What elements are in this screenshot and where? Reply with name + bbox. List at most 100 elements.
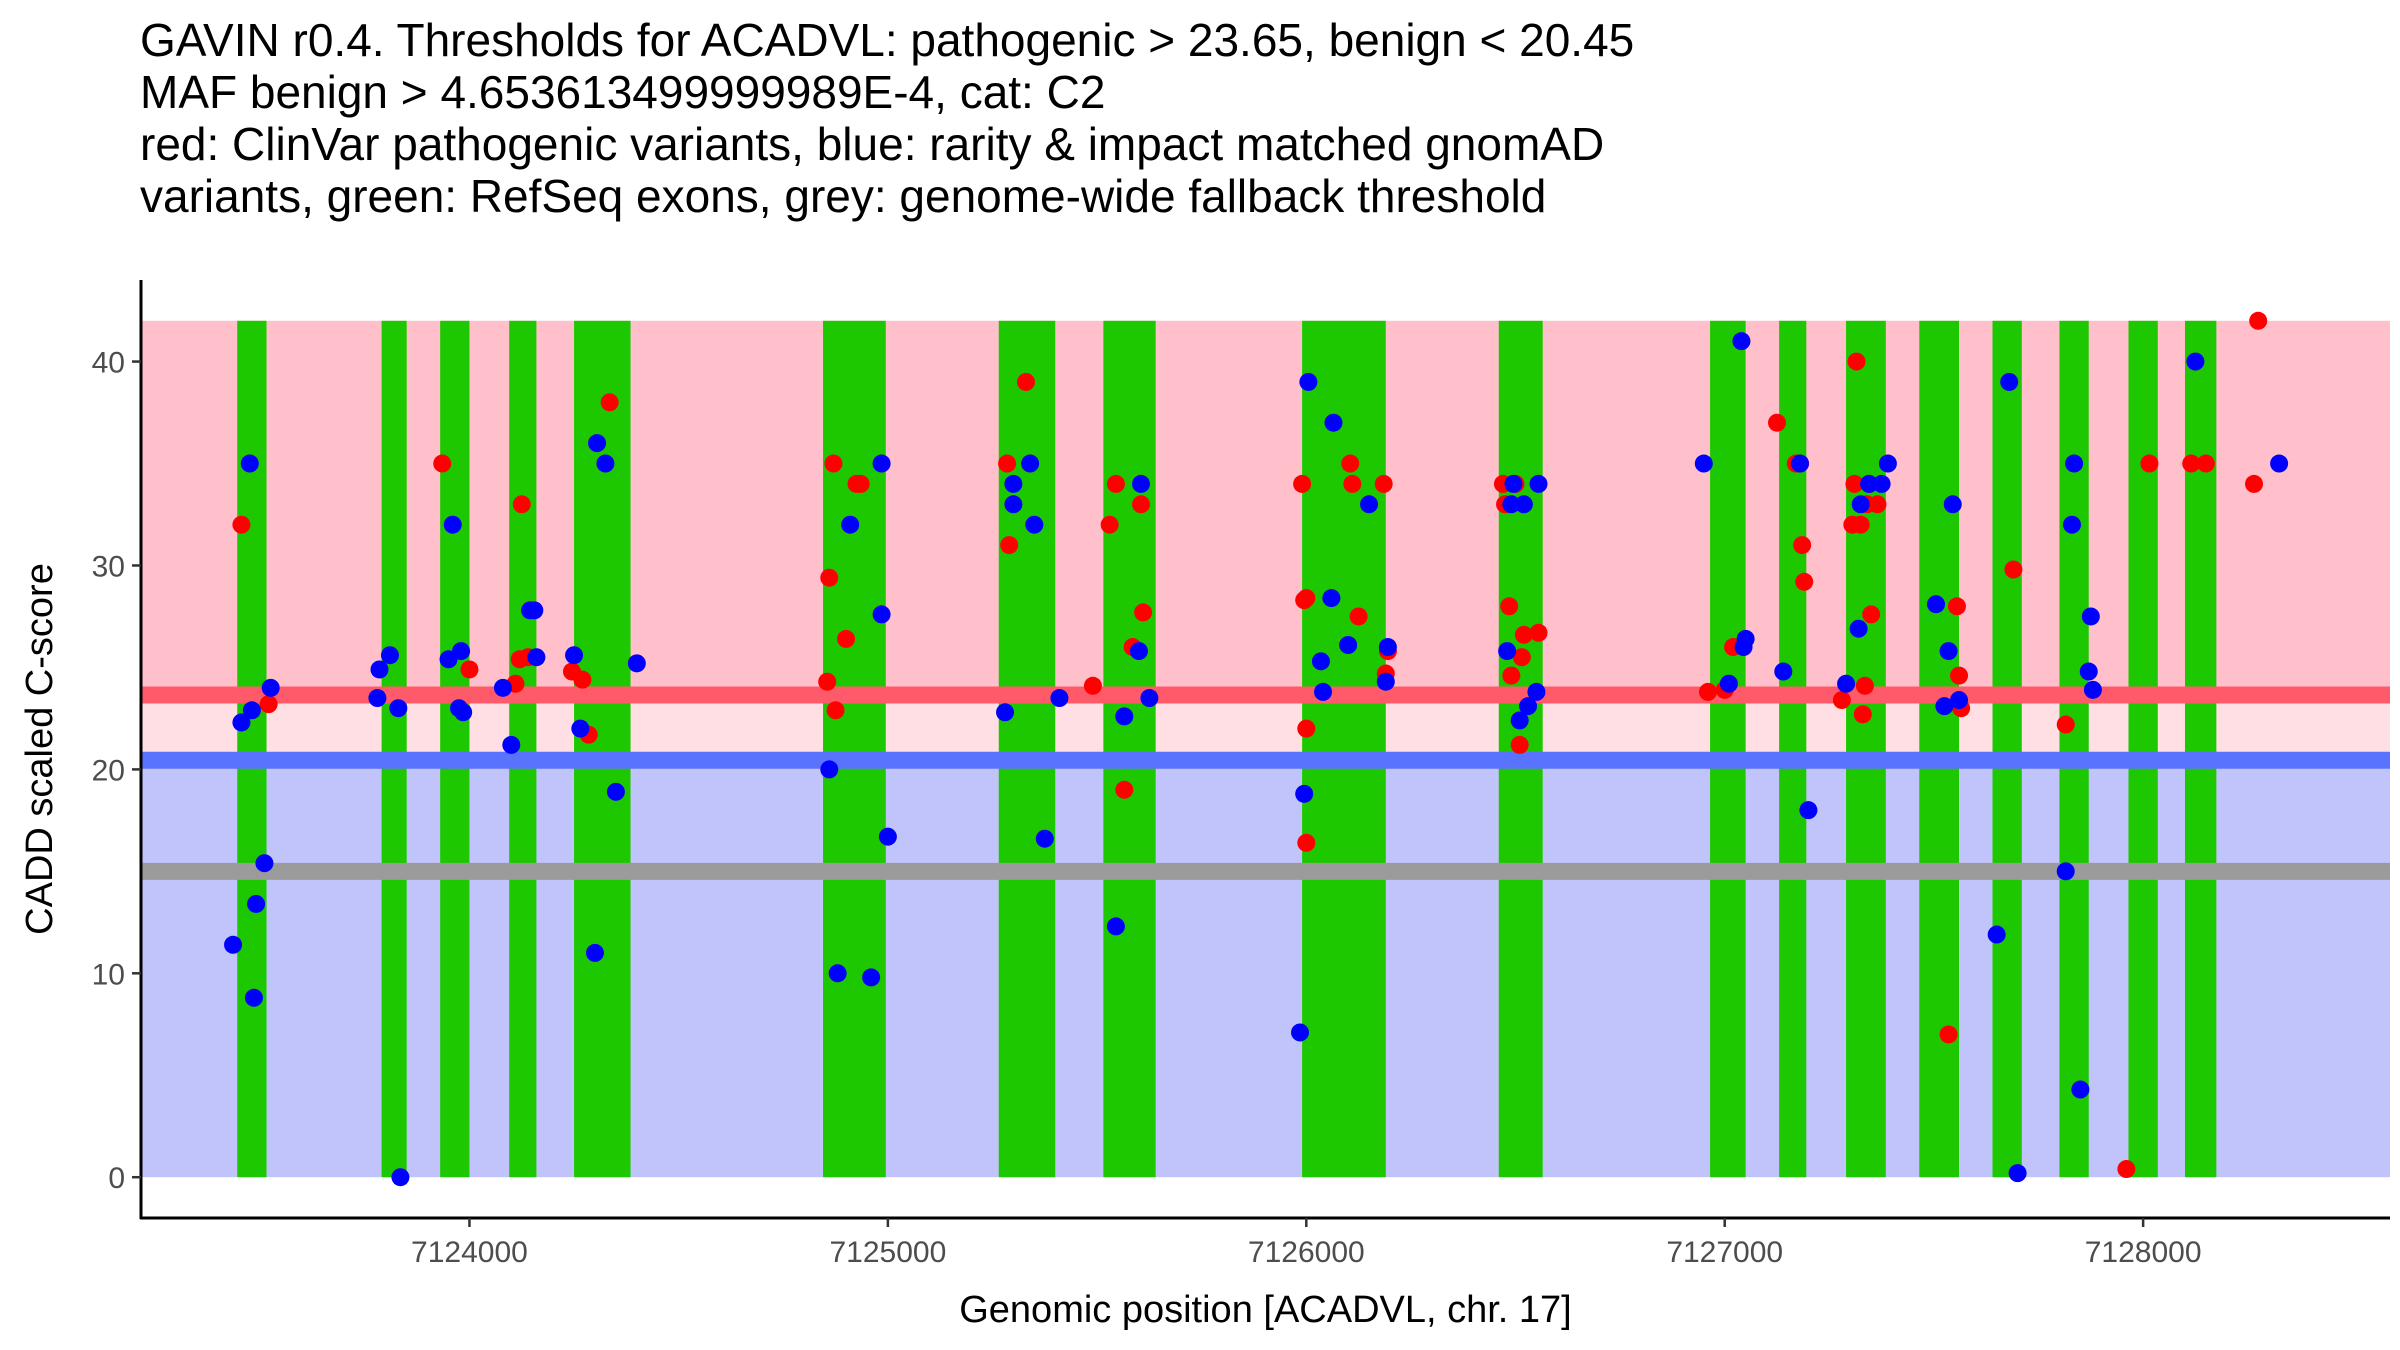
clinvar-point (1950, 666, 1969, 685)
gnomad-point (588, 434, 607, 453)
clinvar-point (1698, 682, 1717, 701)
exon-bar (1302, 320, 1386, 1178)
clinvar-point (1297, 719, 1316, 738)
clinvar-point (2249, 311, 2268, 330)
clinvar-point (1510, 735, 1529, 754)
gnomad-point (820, 760, 839, 779)
clinvar-point (998, 454, 1017, 473)
gnomad-point (1115, 707, 1134, 726)
clinvar-point (460, 660, 479, 679)
clinvar-point (259, 695, 278, 714)
clinvar-point (2117, 1160, 2136, 1179)
gnomad-point (2079, 662, 2098, 681)
clinvar-point (1297, 833, 1316, 852)
gnomad-point (1529, 474, 1548, 493)
variant-points (224, 311, 2289, 1187)
gnomad-point (1872, 474, 1891, 493)
clinvar-point (1862, 605, 1881, 624)
clinvar-point (2140, 454, 2159, 473)
gnomad-point (1849, 619, 1868, 638)
clinvar-point (1106, 474, 1125, 493)
clinvar-point (1500, 597, 1519, 616)
title-line-3: red: ClinVar pathogenic variants, blue: … (140, 118, 1605, 170)
title-line-4: variants, green: RefSeq exons, grey: gen… (140, 170, 1547, 222)
gnomad-point (2056, 862, 2075, 881)
clinvar-point (851, 474, 870, 493)
gnomad-point (1129, 642, 1148, 661)
clinvar-point (1016, 372, 1035, 391)
gnomad-point (1799, 801, 1818, 820)
x-tick-label: 7124000 (411, 1236, 528, 1269)
clinvar-point (1529, 623, 1548, 642)
gnomad-point (1878, 454, 1897, 473)
exon-bar (1992, 320, 2022, 1178)
x-tick-label: 7126000 (1248, 1236, 1365, 1269)
gnomad-point (244, 988, 263, 1007)
gnomad-point (1694, 454, 1713, 473)
clinvar-point (1512, 648, 1531, 667)
gnomad-point (1519, 697, 1538, 716)
clinvar-point (1297, 589, 1316, 608)
exon-bar (823, 320, 886, 1178)
gnomad-point (1004, 495, 1023, 514)
clinvar-point (1514, 625, 1533, 644)
gnomad-point (571, 719, 590, 738)
gnomad-point (585, 943, 604, 962)
gnomad-point (443, 515, 462, 534)
gnomad-point (527, 648, 546, 667)
clinvar-point (1853, 705, 1872, 724)
gnomad-point (454, 703, 473, 722)
gnomad-point (1299, 372, 1318, 391)
clinvar-point (2196, 454, 2215, 473)
exon-bar (1919, 320, 1960, 1178)
exon-bar (381, 320, 407, 1178)
gnomad-point (1132, 474, 1151, 493)
gnomad-point (1021, 454, 1040, 473)
gnomad-point (1050, 689, 1069, 708)
gnomad-point (2000, 372, 2019, 391)
gnomad-point (2083, 680, 2102, 699)
gnomad-point (261, 678, 280, 697)
gnomad-point (368, 689, 387, 708)
gnomad-point (1943, 495, 1962, 514)
threshold-lines (141, 686, 2390, 880)
y-tick-label: 20 (92, 754, 125, 787)
clinvar-point (1000, 536, 1019, 555)
gnomad-point (1376, 672, 1395, 691)
clinvar-point (1341, 454, 1360, 473)
clinvar-point (1847, 352, 1866, 371)
gnomad-point (872, 454, 891, 473)
exon-bar (1710, 320, 1746, 1178)
gnomad-point (1498, 642, 1517, 661)
gnomad-point (2081, 607, 2100, 626)
clinvar-point (818, 672, 837, 691)
clinvar-point (2245, 474, 2264, 493)
gnomad-point (1860, 474, 1879, 493)
gnomad-point (1035, 829, 1054, 848)
gnomad-point (862, 968, 881, 987)
axes: 0 10 20 30 40 7124000 7125000 7126000 7127000 712… (92, 280, 2390, 1269)
gnomad-point (1295, 784, 1314, 803)
gnomad-point (2186, 352, 2205, 371)
gnomad-point (502, 735, 521, 754)
clinvar-point (1868, 495, 1887, 514)
clinvar-point (824, 454, 843, 473)
gnomad-point (2270, 454, 2289, 473)
exon-bar (237, 320, 267, 1178)
gnomad-point (1025, 515, 1044, 534)
gnomad-point (1774, 662, 1793, 681)
gnomad-point (1510, 711, 1529, 730)
gnomad-point (1851, 495, 1870, 514)
exon-bar (440, 320, 470, 1178)
gnomad-point (1950, 691, 1969, 710)
gnomad-point (2063, 515, 2082, 534)
gnomad-point (1939, 642, 1958, 661)
clinvar-point (2004, 560, 2023, 579)
gnomad-point (1311, 652, 1330, 671)
gnomad-point (1378, 638, 1397, 657)
gnomad-point (1527, 682, 1546, 701)
clinvar-point (1083, 676, 1102, 695)
clinvar-point (1349, 607, 1368, 626)
gnomad-point (1291, 1023, 1310, 1042)
